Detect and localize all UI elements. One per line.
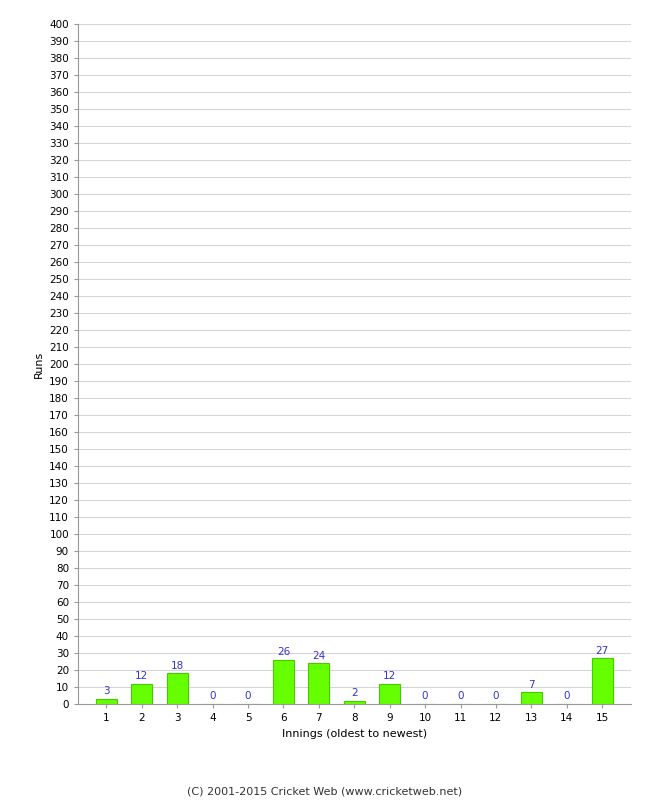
Bar [308,663,330,704]
Bar [166,674,188,704]
Bar [131,683,152,704]
Bar [273,660,294,704]
Text: 18: 18 [170,661,184,671]
Text: 0: 0 [245,691,252,702]
Text: 24: 24 [312,650,326,661]
Text: 0: 0 [457,691,463,702]
Bar [521,692,542,704]
Bar [344,701,365,704]
Bar [96,699,117,704]
Text: 0: 0 [422,691,428,702]
Y-axis label: Runs: Runs [34,350,44,378]
Bar [592,658,613,704]
X-axis label: Innings (oldest to newest): Innings (oldest to newest) [281,729,427,738]
Text: 12: 12 [135,671,148,681]
Text: 0: 0 [564,691,570,702]
Text: 3: 3 [103,686,110,696]
Text: 0: 0 [493,691,499,702]
Text: (C) 2001-2015 Cricket Web (www.cricketweb.net): (C) 2001-2015 Cricket Web (www.cricketwe… [187,786,463,796]
Text: 7: 7 [528,679,535,690]
Text: 26: 26 [277,647,290,658]
Text: 12: 12 [383,671,396,681]
Bar [379,683,400,704]
Text: 27: 27 [595,646,609,655]
Text: 2: 2 [351,688,358,698]
Text: 0: 0 [209,691,216,702]
